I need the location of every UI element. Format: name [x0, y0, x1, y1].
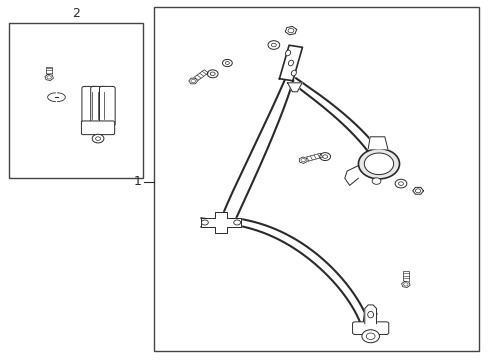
Circle shape [267, 41, 279, 49]
Polygon shape [279, 45, 302, 81]
Bar [154, 7, 478, 351]
FancyBboxPatch shape [82, 86, 98, 126]
Ellipse shape [288, 60, 293, 66]
Circle shape [366, 333, 374, 339]
Polygon shape [45, 74, 53, 81]
Polygon shape [364, 305, 376, 324]
Circle shape [361, 330, 379, 343]
Circle shape [225, 62, 229, 64]
Circle shape [398, 182, 403, 185]
Ellipse shape [285, 50, 290, 56]
Polygon shape [46, 67, 52, 77]
Circle shape [222, 59, 232, 67]
Polygon shape [299, 157, 306, 163]
Circle shape [358, 149, 399, 179]
Polygon shape [287, 83, 302, 92]
Circle shape [394, 179, 406, 188]
Circle shape [207, 70, 218, 78]
FancyBboxPatch shape [81, 121, 114, 135]
Text: 1: 1 [134, 175, 142, 188]
Circle shape [271, 43, 276, 47]
Polygon shape [412, 187, 423, 194]
Circle shape [371, 178, 380, 184]
Circle shape [322, 155, 327, 158]
Circle shape [201, 220, 208, 225]
FancyBboxPatch shape [91, 86, 106, 126]
FancyBboxPatch shape [100, 86, 115, 126]
Circle shape [415, 189, 420, 193]
Circle shape [190, 80, 195, 83]
Bar [9, 23, 143, 178]
Polygon shape [367, 137, 387, 149]
Circle shape [210, 72, 215, 76]
Circle shape [47, 76, 51, 79]
Circle shape [287, 28, 293, 33]
Circle shape [319, 153, 330, 161]
Circle shape [364, 153, 393, 175]
Polygon shape [188, 78, 197, 84]
Polygon shape [285, 26, 296, 35]
Circle shape [233, 220, 240, 225]
Ellipse shape [367, 311, 373, 318]
Text: 2: 2 [72, 7, 80, 20]
Polygon shape [401, 281, 409, 288]
Polygon shape [201, 212, 240, 233]
Circle shape [92, 134, 104, 143]
Polygon shape [191, 70, 208, 82]
Circle shape [301, 158, 305, 162]
FancyBboxPatch shape [352, 322, 388, 334]
Circle shape [96, 137, 101, 140]
Polygon shape [402, 271, 408, 284]
Polygon shape [302, 153, 322, 162]
Ellipse shape [291, 70, 296, 76]
Circle shape [403, 283, 407, 286]
